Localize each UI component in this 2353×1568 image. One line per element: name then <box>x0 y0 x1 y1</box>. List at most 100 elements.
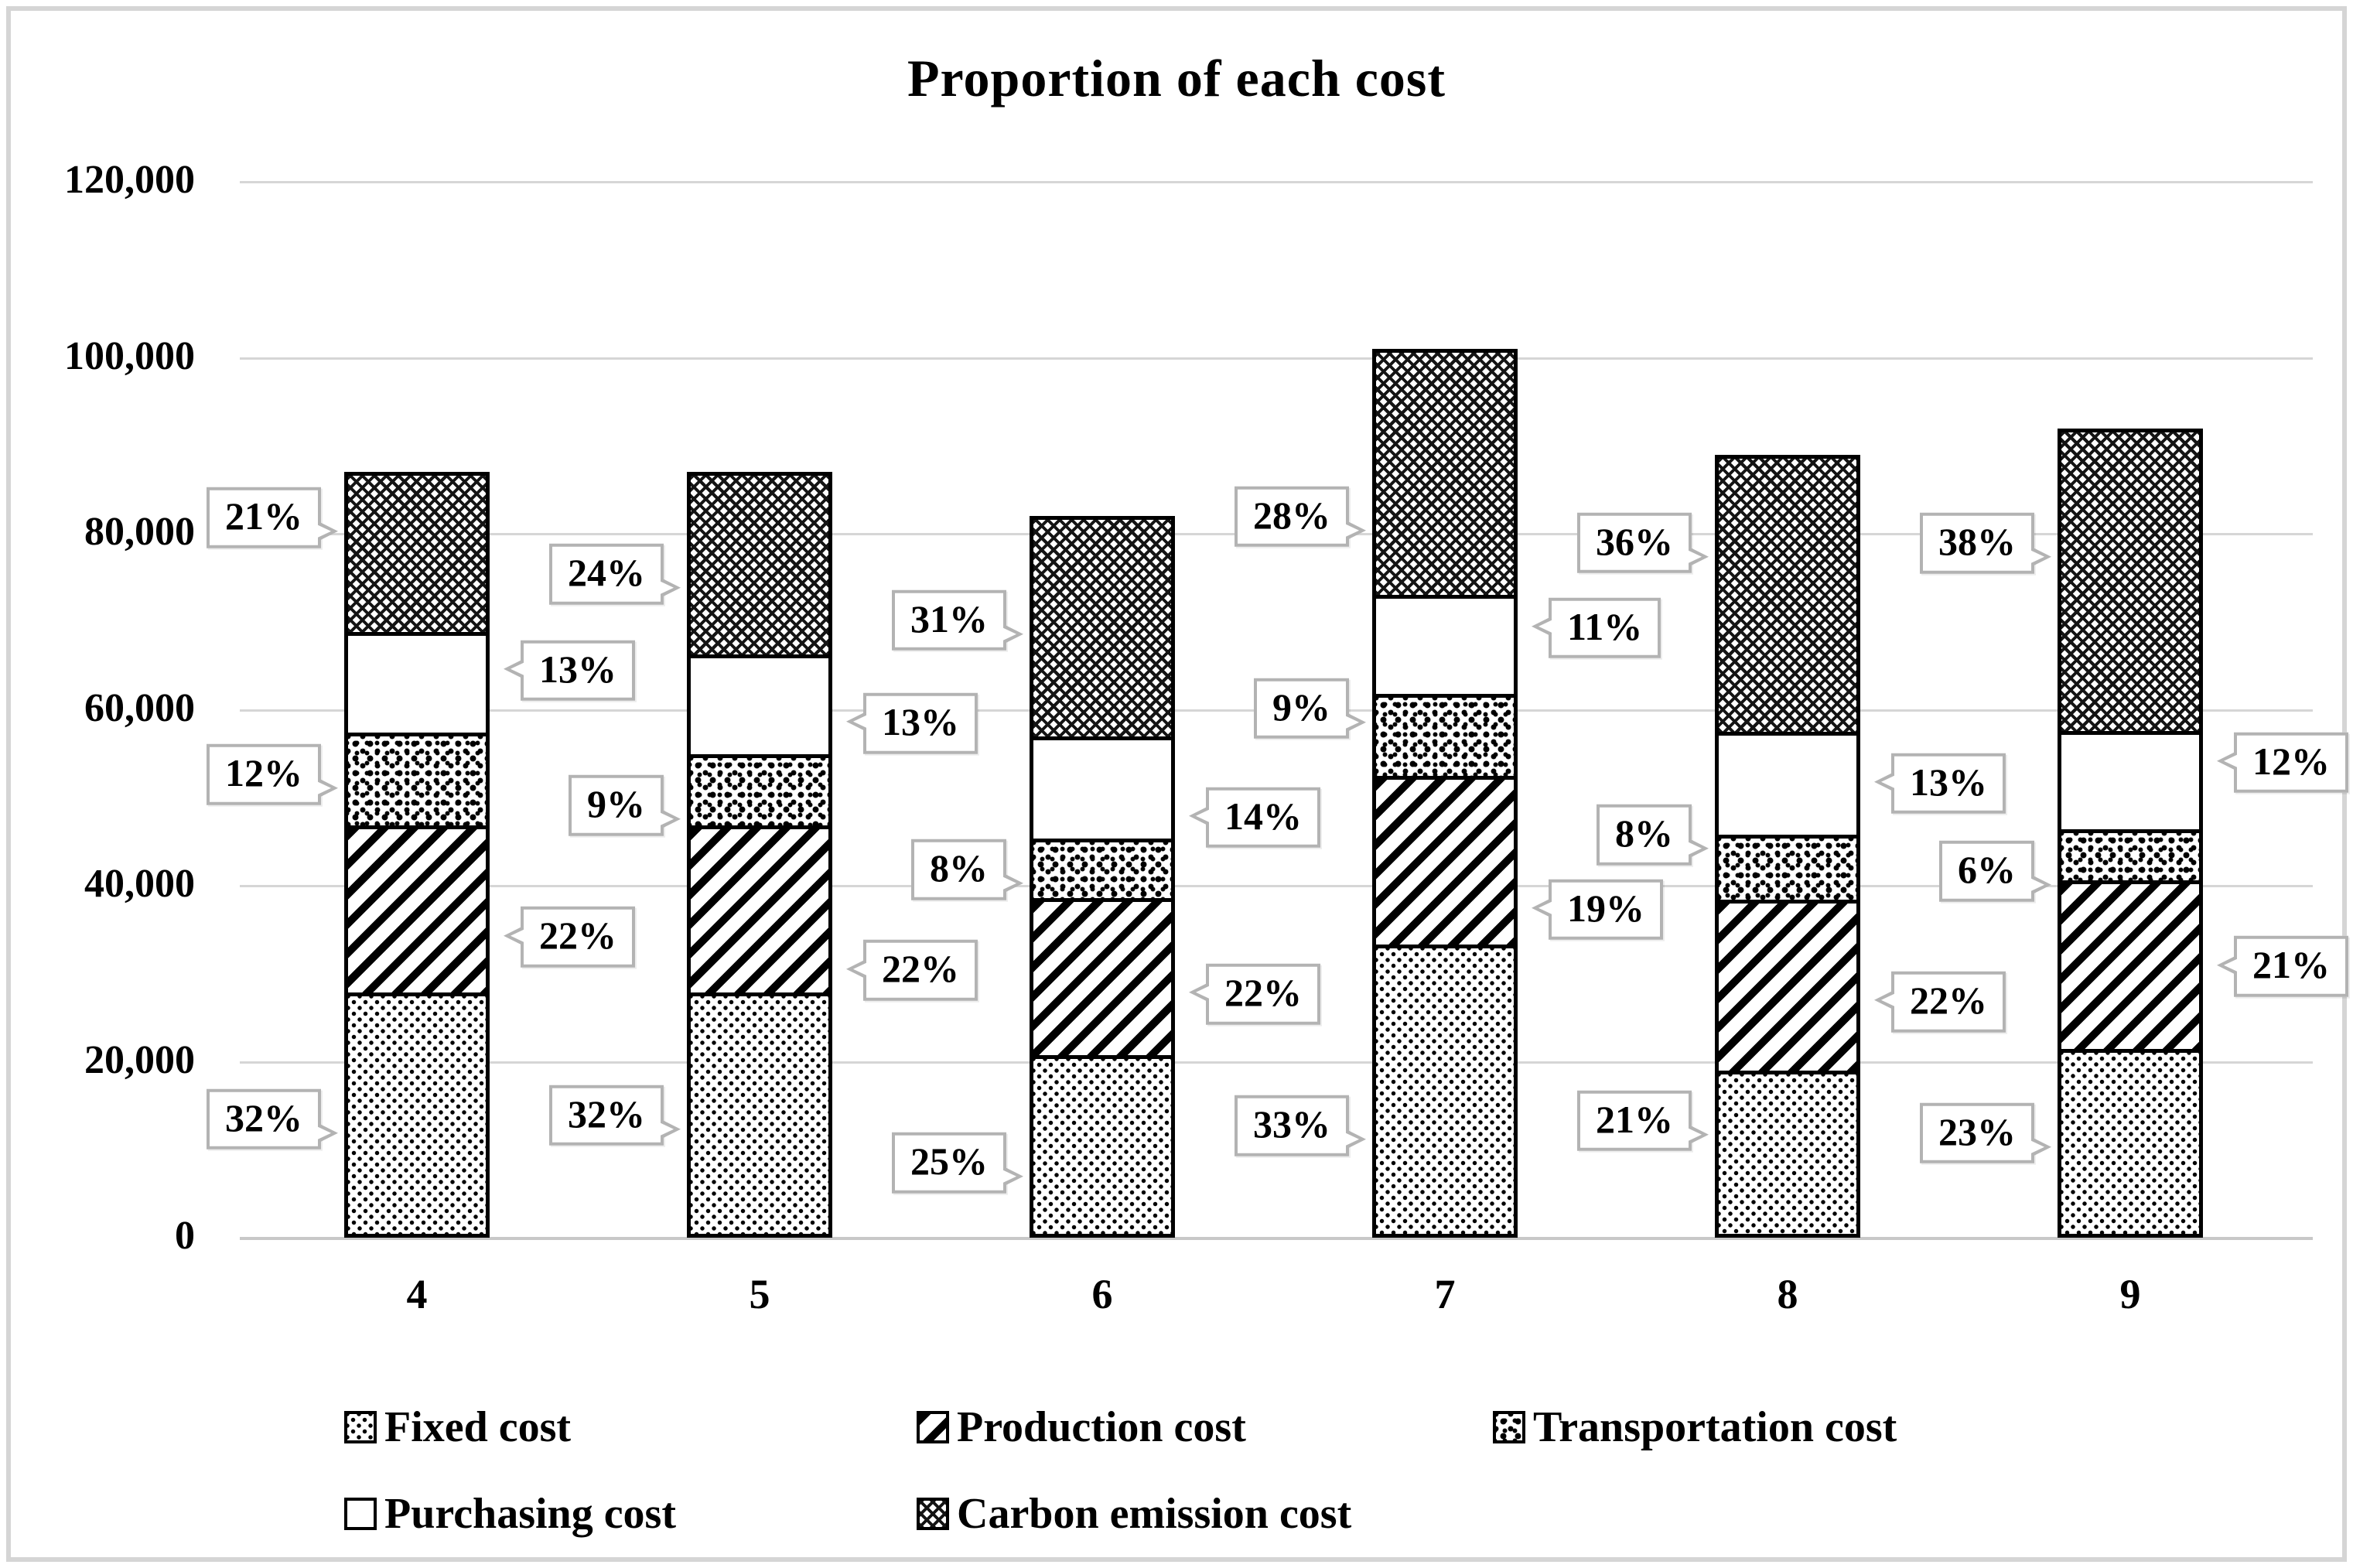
bar-segment-transportation-7 <box>1376 694 1514 777</box>
data-label-carbon-5: 24% <box>549 543 681 605</box>
legend-label-fixed: Fixed cost <box>384 1403 572 1451</box>
data-label-production-9: 21% <box>2217 936 2348 997</box>
stacked-bar-7 <box>1372 349 1518 1238</box>
legend-item-transportation: Transportation cost <box>1493 1402 1897 1452</box>
data-label-purchasing-6: 14% <box>1189 787 1320 848</box>
chart-title: Proportion of each cost <box>907 49 1446 108</box>
legend-swatch-fixed-icon <box>344 1411 377 1443</box>
x-tick-label-4: 4 <box>406 1271 428 1317</box>
gridline-40000 <box>240 885 2313 887</box>
data-label-carbon-4: 21% <box>207 487 338 548</box>
data-label-production-6: 22% <box>1189 963 1320 1025</box>
y-tick-label-120000: 120,000 <box>64 158 195 203</box>
bar-segment-carbon-4 <box>348 476 486 632</box>
y-tick-label-80000: 80,000 <box>84 510 195 555</box>
bar-segment-purchasing-7 <box>1376 595 1514 695</box>
bar-segment-production-5 <box>691 825 828 992</box>
legend-label-transportation: Transportation cost <box>1533 1403 1897 1451</box>
legend-label-carbon: Carbon emission cost <box>957 1490 1352 1538</box>
x-tick-label-6: 6 <box>1091 1271 1113 1317</box>
y-tick-label-0: 0 <box>175 1214 195 1259</box>
stacked-bar-9 <box>2058 428 2203 1238</box>
bar-segment-purchasing-6 <box>1033 736 1171 839</box>
stacked-bar-8 <box>1715 454 1860 1238</box>
bar-segment-purchasing-4 <box>348 631 486 733</box>
legend-swatch-carbon-icon <box>917 1498 949 1530</box>
data-label-transportation-6: 8% <box>911 839 1023 900</box>
bar-segment-production-6 <box>1033 897 1171 1056</box>
y-tick-label-60000: 60,000 <box>84 685 195 730</box>
x-tick-label-9: 9 <box>2119 1271 2141 1317</box>
bar-segment-production-7 <box>1376 776 1514 945</box>
data-label-purchasing-8: 13% <box>1874 753 2006 815</box>
bar-segment-fixed-8 <box>1719 1070 1856 1234</box>
data-label-carbon-6: 31% <box>892 589 1023 651</box>
data-label-production-5: 22% <box>846 940 978 1001</box>
bar-segment-production-8 <box>1719 899 1856 1071</box>
data-label-production-8: 22% <box>1874 971 2006 1033</box>
legend-swatch-production-icon <box>917 1411 949 1443</box>
bar-segment-fixed-4 <box>348 992 486 1234</box>
gridline-20000 <box>240 1061 2313 1064</box>
bar-segment-transportation-5 <box>691 754 828 825</box>
bar-segment-transportation-4 <box>348 732 486 825</box>
y-tick-label-100000: 100,000 <box>64 333 195 378</box>
data-label-transportation-8: 8% <box>1597 804 1709 866</box>
bar-segment-purchasing-9 <box>2061 730 2199 829</box>
bar-segment-production-9 <box>2061 880 2199 1050</box>
gridline-0 <box>240 1237 2313 1240</box>
data-label-transportation-4: 12% <box>207 743 338 805</box>
bar-segment-transportation-8 <box>1719 834 1856 900</box>
data-label-purchasing-9: 12% <box>2217 732 2348 794</box>
data-label-purchasing-4: 13% <box>504 640 635 701</box>
data-label-transportation-9: 6% <box>1939 840 2051 902</box>
data-label-fixed-8: 21% <box>1577 1090 1709 1151</box>
bar-segment-fixed-5 <box>691 992 828 1234</box>
x-tick-label-8: 8 <box>1777 1271 1798 1317</box>
legend-item-production: Production cost <box>917 1402 1246 1452</box>
bar-segment-transportation-6 <box>1033 838 1171 898</box>
gridline-100000 <box>240 357 2313 360</box>
legend-label-purchasing: Purchasing cost <box>384 1490 676 1538</box>
bar-segment-fixed-6 <box>1033 1055 1171 1235</box>
stacked-bar-6 <box>1030 516 1175 1238</box>
legend-swatch-purchasing-icon <box>344 1498 377 1530</box>
bar-segment-fixed-7 <box>1376 944 1514 1235</box>
data-label-transportation-5: 9% <box>569 774 681 836</box>
bar-segment-fixed-9 <box>2061 1049 2199 1234</box>
legend-swatch-transportation-icon <box>1493 1411 1525 1443</box>
bar-segment-carbon-7 <box>1376 353 1514 596</box>
y-tick-label-40000: 40,000 <box>84 862 195 907</box>
legend-item-purchasing: Purchasing cost <box>344 1489 676 1539</box>
legend-item-fixed: Fixed cost <box>344 1402 571 1452</box>
gridline-120000 <box>240 181 2313 183</box>
bar-segment-carbon-9 <box>2061 432 2199 731</box>
bar-segment-purchasing-5 <box>691 654 828 755</box>
bar-segment-purchasing-8 <box>1719 732 1856 835</box>
data-label-transportation-7: 9% <box>1254 678 1366 740</box>
data-label-production-7: 19% <box>1532 879 1663 940</box>
bar-segment-production-4 <box>348 825 486 992</box>
data-label-purchasing-7: 11% <box>1531 597 1661 659</box>
bar-segment-carbon-5 <box>691 476 828 654</box>
data-label-fixed-9: 23% <box>1920 1102 2051 1163</box>
legend-item-carbon: Carbon emission cost <box>917 1489 1351 1539</box>
data-label-fixed-5: 32% <box>549 1085 681 1146</box>
y-tick-label-20000: 20,000 <box>84 1037 195 1082</box>
data-label-fixed-6: 25% <box>892 1132 1023 1194</box>
stacked-bar-5 <box>687 472 832 1238</box>
data-label-carbon-7: 28% <box>1235 486 1366 548</box>
bar-segment-transportation-9 <box>2061 828 2199 880</box>
data-label-fixed-4: 32% <box>207 1088 338 1150</box>
data-label-production-4: 22% <box>504 907 635 968</box>
data-label-fixed-7: 33% <box>1235 1095 1366 1156</box>
x-tick-label-5: 5 <box>749 1271 770 1317</box>
x-tick-label-7: 7 <box>1434 1271 1456 1317</box>
stacked-bar-4 <box>344 472 490 1238</box>
data-label-purchasing-5: 13% <box>846 692 978 754</box>
legend-label-production: Production cost <box>957 1403 1246 1451</box>
bar-segment-carbon-8 <box>1719 458 1856 733</box>
data-label-carbon-8: 36% <box>1577 512 1709 574</box>
bar-segment-carbon-6 <box>1033 520 1171 737</box>
